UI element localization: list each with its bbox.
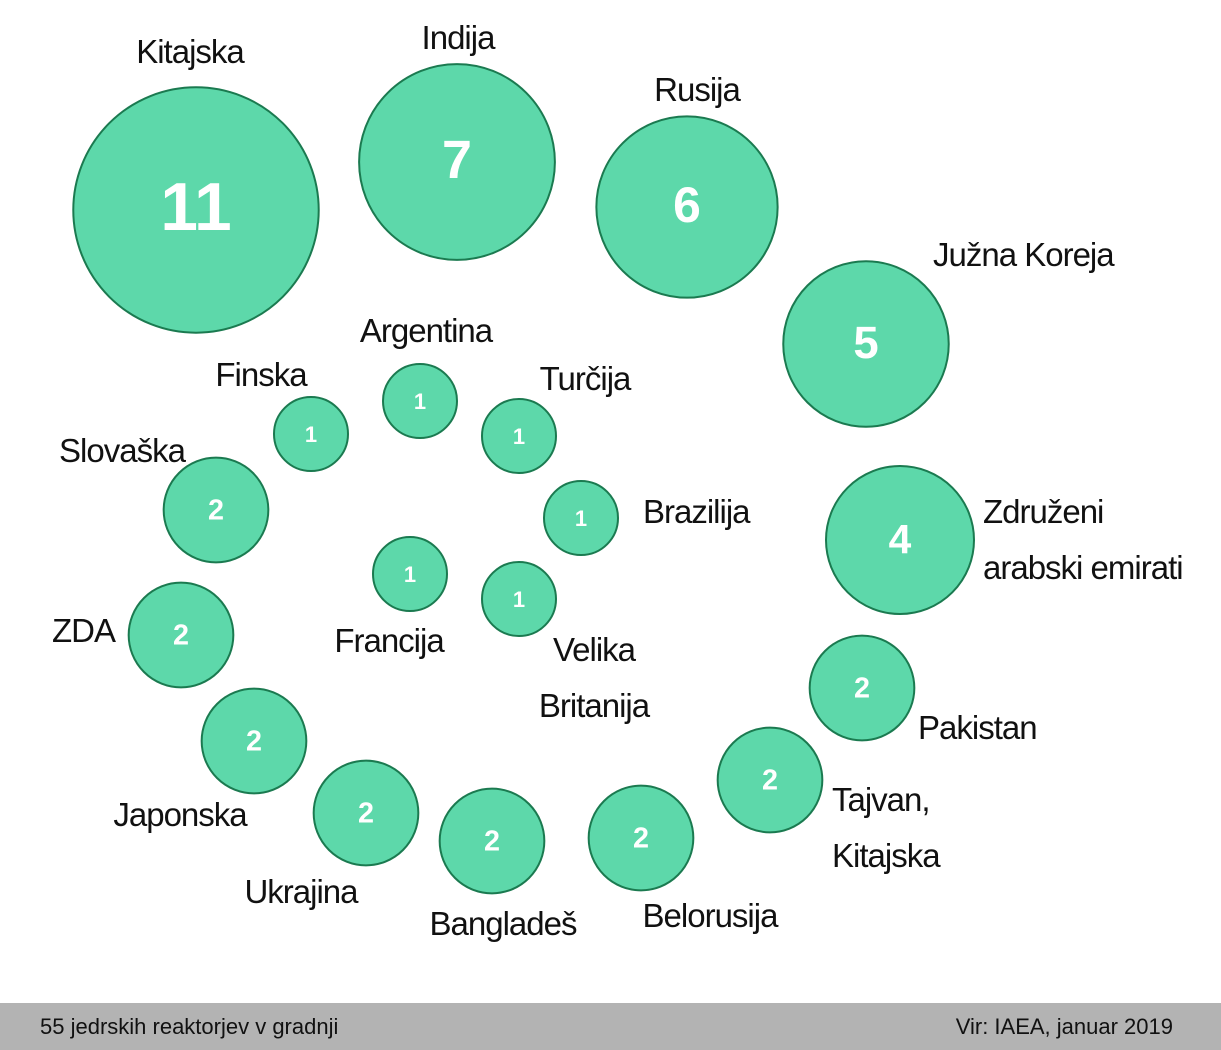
value-label: 11 [160, 170, 231, 245]
country-label: Kitajska [136, 33, 245, 70]
bubble [358, 63, 556, 261]
bubble [312, 759, 420, 867]
bubble [587, 784, 695, 892]
country-label: Japonska [113, 796, 247, 833]
country-label: Bangladeš [429, 905, 578, 942]
value-label: 1 [305, 422, 317, 447]
bubble [72, 86, 320, 334]
bubble [782, 260, 950, 428]
bubble [481, 398, 557, 474]
bubble [273, 396, 349, 472]
bubble [716, 726, 824, 834]
bubble [127, 581, 235, 689]
value-label: 7 [442, 130, 472, 190]
bubble [372, 536, 448, 612]
country-label: Finska [215, 356, 307, 393]
bubble [808, 634, 916, 742]
country-label: ZDA [52, 612, 116, 649]
value-label: 2 [484, 826, 500, 858]
country-label: Argentina [359, 312, 493, 349]
value-label: 2 [854, 673, 870, 705]
footer-note: 55 jedrskih reaktorjev v gradnji [40, 1013, 339, 1039]
value-label: 1 [414, 389, 426, 414]
country-label: Indija [421, 19, 496, 56]
bubble [438, 787, 546, 895]
country-label: Francija [334, 622, 444, 659]
bubble [595, 115, 779, 299]
country-label: Združeni arabski emirati [983, 493, 1184, 586]
value-label: 1 [513, 587, 525, 612]
value-label: 2 [633, 823, 649, 855]
value-label: 2 [208, 495, 224, 527]
footer-bar: 55 jedrskih reaktorjev v gradnji Vir: IA… [0, 1003, 1221, 1050]
value-label: 6 [673, 177, 701, 233]
country-label: Pakistan [918, 709, 1038, 746]
country-label: Belorusija [642, 897, 779, 934]
country-label: Rusija [654, 71, 741, 108]
footer-source: Vir: IAEA, januar 2019 [955, 1013, 1173, 1039]
bubble [200, 687, 308, 795]
bubble [481, 561, 557, 637]
bubble [382, 363, 458, 439]
country-label: Turčija [539, 360, 632, 397]
country-label: Južna Koreja [933, 236, 1115, 273]
value-label: 1 [575, 506, 587, 531]
value-label: 2 [173, 620, 189, 652]
value-label: 2 [358, 798, 374, 830]
value-label: 2 [246, 726, 262, 758]
country-label: Ukrajina [244, 873, 358, 910]
country-label: Velika Britanija [538, 631, 650, 724]
bubble [543, 480, 619, 556]
country-label: Tajvan, Kitajska [832, 781, 941, 874]
bubble [825, 465, 975, 615]
country-label: Brazilija [643, 493, 751, 530]
value-label: 1 [404, 562, 416, 587]
value-label: 2 [762, 765, 778, 797]
bubble [162, 456, 270, 564]
value-label: 1 [513, 424, 525, 449]
value-label: 5 [853, 317, 878, 368]
value-label: 4 [889, 516, 912, 562]
country-label: Slovaška [59, 432, 186, 469]
